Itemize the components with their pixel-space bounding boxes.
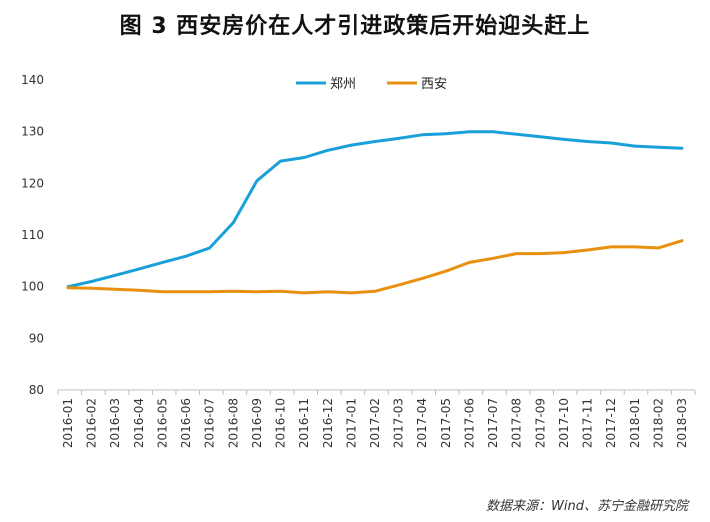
data-point — [326, 290, 329, 294]
x-tick-label: 2016-02 — [85, 398, 99, 448]
data-point — [255, 179, 259, 182]
data-point — [397, 283, 400, 287]
data-point — [633, 245, 636, 249]
x-tick-label: 2017-08 — [510, 398, 524, 448]
data-point — [90, 287, 93, 290]
data-point — [184, 254, 188, 258]
data-point — [468, 130, 471, 133]
data-point — [255, 290, 259, 294]
y-axis: 80 90 100 110 120 130 140 — [21, 73, 44, 397]
data-point — [232, 290, 235, 293]
data-point — [468, 261, 471, 264]
x-tick-label: 2016-08 — [226, 398, 240, 448]
data-point — [208, 246, 211, 250]
data-point — [350, 291, 353, 295]
x-tick-label: 2016-09 — [250, 398, 264, 448]
data-point — [633, 144, 636, 148]
x-tick-label: 2016-10 — [274, 398, 288, 448]
y-tick-label: 90 — [29, 331, 44, 345]
data-point — [373, 290, 377, 293]
legend-label-1: 西安 — [421, 77, 447, 92]
data-point — [279, 159, 282, 163]
data-point — [232, 221, 235, 224]
data-point — [373, 140, 377, 143]
x-tick-label: 2017-02 — [368, 398, 382, 448]
data-point — [562, 251, 566, 254]
data-point — [90, 280, 93, 283]
data-point — [562, 138, 566, 141]
data-point — [66, 286, 70, 289]
data-point — [302, 156, 306, 159]
data-point — [184, 290, 188, 294]
x-axis: 2016-01 2016-02 2016-03 2016-04 2016-05 2016-… — [57, 389, 696, 448]
data-point — [491, 130, 495, 133]
y-tick-label: 100 — [21, 280, 44, 294]
data-point — [609, 245, 613, 249]
data-point — [539, 252, 542, 255]
data-point — [208, 290, 211, 294]
series-line-1 — [66, 239, 684, 295]
legend-label-0: 郑州 — [330, 77, 356, 92]
y-tick-label: 130 — [21, 125, 44, 139]
y-tick-label: 140 — [21, 73, 44, 87]
x-tick-label: 2017-11 — [581, 398, 595, 448]
x-tick-label: 2016-07 — [203, 398, 217, 448]
chart-title: 图 3 西安房价在人才引进政策后开始迎头赶上 — [119, 14, 591, 39]
x-tick-label: 2016-05 — [155, 398, 169, 448]
series-line-0 — [66, 130, 684, 289]
data-point — [397, 137, 400, 140]
data-point — [137, 289, 141, 292]
data-point — [421, 133, 424, 136]
y-tick-label: 110 — [21, 228, 44, 242]
data-point — [114, 274, 117, 277]
data-point — [279, 290, 282, 293]
data-point — [680, 239, 684, 242]
data-point — [586, 140, 589, 143]
x-tick-label: 2016-12 — [321, 398, 335, 448]
data-point — [515, 133, 518, 136]
x-tick-label: 2018-03 — [675, 398, 689, 448]
x-tick-label: 2018-01 — [628, 398, 642, 448]
data-point — [657, 246, 660, 250]
y-tick-label: 120 — [21, 176, 44, 190]
data-point — [137, 267, 141, 271]
data-point — [302, 291, 306, 295]
x-tick-label: 2017-10 — [557, 398, 571, 448]
x-tick-label: 2017-03 — [392, 398, 406, 448]
data-source-note: 数据来源：Wind、苏宁金融研究院 — [486, 499, 688, 514]
data-point — [326, 149, 329, 152]
x-tick-label: 2016-01 — [61, 398, 75, 448]
data-point — [421, 277, 424, 280]
data-point — [515, 252, 518, 255]
x-tick-label: 2016-04 — [132, 398, 146, 448]
data-point — [491, 257, 495, 260]
x-tick-label: 2017-05 — [439, 398, 453, 448]
series-layer — [66, 130, 684, 295]
x-tick-label: 2016-06 — [179, 398, 193, 448]
x-tick-label: 2018-02 — [651, 398, 665, 448]
data-point — [680, 147, 684, 150]
data-point — [539, 135, 542, 139]
data-point — [657, 145, 660, 149]
data-point — [444, 269, 448, 273]
data-point — [609, 141, 613, 145]
x-tick-label: 2017-12 — [604, 398, 618, 448]
x-tick-label: 2017-09 — [533, 398, 547, 448]
x-tick-label: 2016-03 — [108, 398, 122, 448]
x-tick-label: 2017-04 — [415, 398, 429, 448]
x-tick-label: 2017-01 — [344, 398, 358, 448]
x-tick-label: 2017-06 — [462, 398, 476, 448]
y-tick-label: 80 — [29, 383, 44, 397]
data-point — [350, 143, 353, 147]
data-point — [114, 288, 117, 291]
x-tick-label: 2016-11 — [297, 398, 311, 448]
data-point — [161, 261, 164, 264]
x-tick-label: 2017-07 — [486, 398, 500, 448]
data-point — [161, 290, 164, 294]
data-point — [444, 132, 448, 135]
data-point — [586, 248, 589, 252]
legend: 郑州 西安 — [296, 77, 447, 92]
